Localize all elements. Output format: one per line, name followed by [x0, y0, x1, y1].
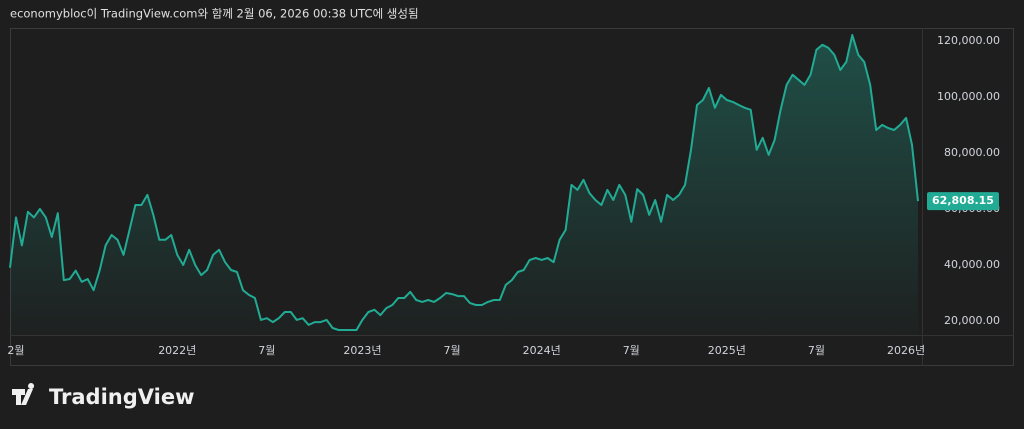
last-price-label: 62,808.15: [932, 194, 994, 207]
logo: TradingView: [12, 383, 194, 409]
price-line: [9, 34, 919, 331]
x-tick-label: 7월: [443, 344, 460, 357]
x-tick-label: 2022년: [158, 344, 196, 357]
logo-icon: [12, 383, 35, 405]
panel-border: [10, 28, 1014, 366]
area-fill: [10, 35, 918, 335]
x-tick-label: 2월: [7, 344, 24, 357]
y-tick-label: 100,000.00: [937, 90, 1000, 103]
x-tick-label: 7월: [623, 344, 640, 357]
x-tick-label: 7월: [808, 344, 825, 357]
x-tick-label: 7월: [258, 344, 275, 357]
logo-text: TradingView: [49, 385, 194, 409]
y-tick-label: 20,000.00: [944, 314, 1000, 327]
caption: economybloc이 TradingView.com와 함께 2월 06, …: [10, 7, 419, 21]
x-tick-label: 2025년: [708, 344, 746, 357]
x-tick-label: 2024년: [523, 344, 561, 357]
y-tick-label: 40,000.00: [944, 258, 1000, 271]
x-tick-label: 2023년: [343, 344, 381, 357]
y-tick-label: 120,000.00: [937, 34, 1000, 47]
last-price-badge: [927, 192, 999, 211]
y-tick-label: 80,000.00: [944, 146, 1000, 159]
x-tick-label: 2026년: [887, 344, 925, 357]
